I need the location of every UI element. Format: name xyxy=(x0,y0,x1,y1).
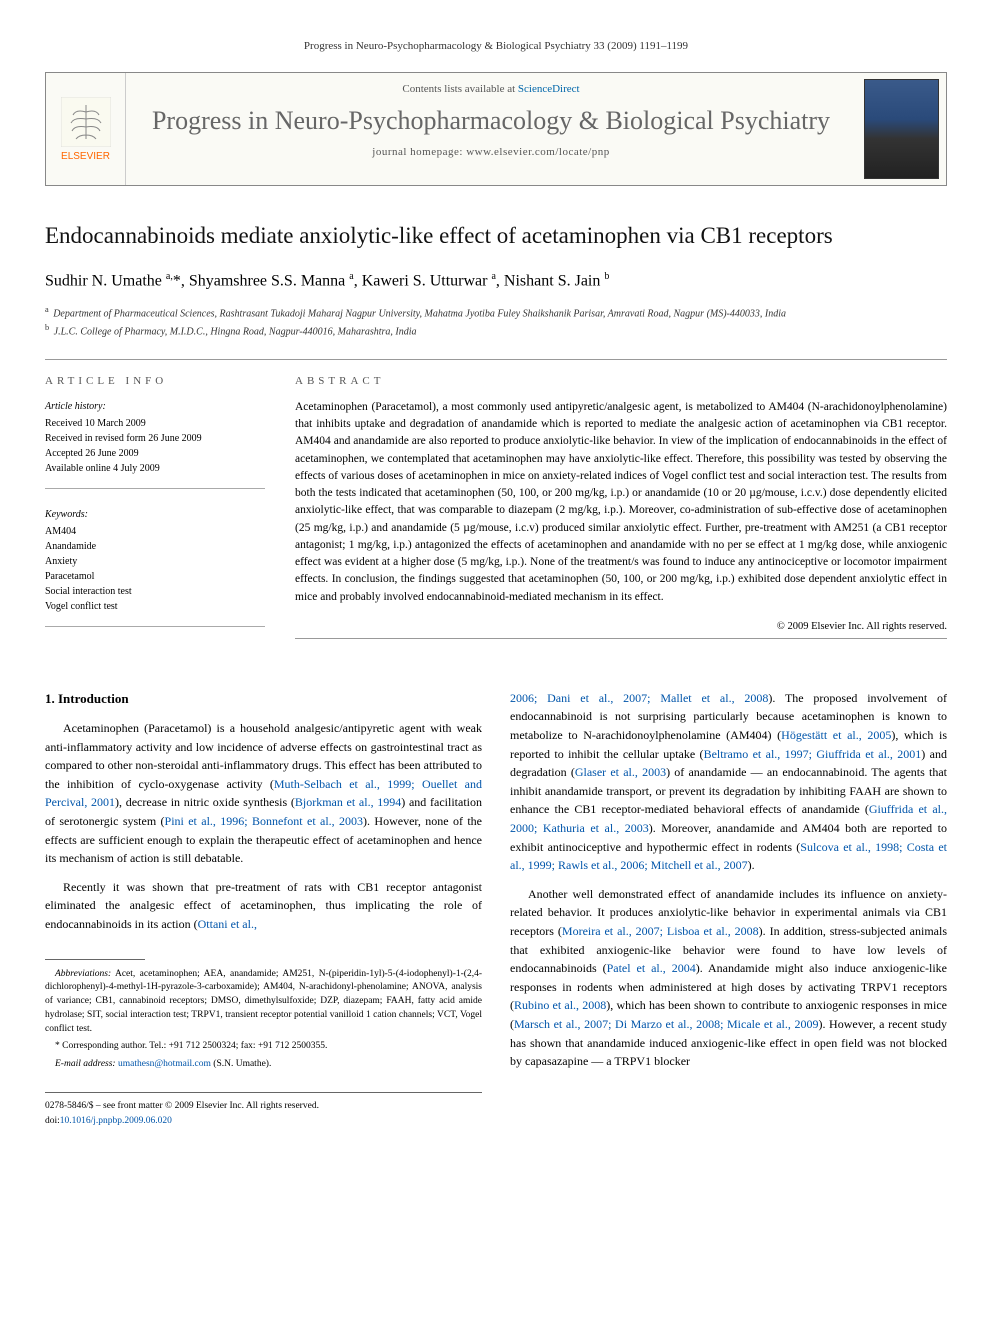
journal-title: Progress in Neuro-Psychopharmacology & B… xyxy=(146,105,836,136)
history-title: Article history: xyxy=(45,399,265,414)
email-footnote: E-mail address: umathesn@hotmail.com (S.… xyxy=(45,1058,482,1072)
intro-heading: 1. Introduction xyxy=(45,689,482,709)
sciencedirect-link[interactable]: ScienceDirect xyxy=(518,83,580,95)
elsevier-tree-icon xyxy=(61,97,111,147)
banner-center: Contents lists available at ScienceDirec… xyxy=(126,73,856,185)
abstract-label: ABSTRACT xyxy=(295,375,947,387)
body-paragraph: Another well demonstrated effect of anan… xyxy=(510,885,947,1071)
affil-text-a: Department of Pharmaceutical Sciences, R… xyxy=(53,309,786,320)
right-column: 2006; Dani et al., 2007; Mallet et al., … xyxy=(510,689,947,1128)
abstract-copyright: © 2009 Elsevier Inc. All rights reserved… xyxy=(295,621,947,632)
journal-banner: ELSEVIER Contents lists available at Sci… xyxy=(45,72,947,186)
homepage-label: journal homepage: xyxy=(372,146,466,158)
article-history-block: Article history: Received 10 March 2009 … xyxy=(45,399,265,489)
affil-sup-a: a xyxy=(45,305,49,314)
abstract-text: Acetaminophen (Paracetamol), a most comm… xyxy=(295,399,947,606)
left-column: 1. Introduction Acetaminophen (Paracetam… xyxy=(45,689,482,1128)
history-line: Available online 4 July 2009 xyxy=(45,461,265,476)
abstract-column: ABSTRACT Acetaminophen (Paracetamol), a … xyxy=(295,375,947,654)
affiliation-a: a Department of Pharmaceutical Sciences,… xyxy=(45,304,947,321)
body-paragraph: Acetaminophen (Paracetamol) is a househo… xyxy=(45,719,482,868)
history-line: Received 10 March 2009 xyxy=(45,416,265,431)
corr-label: * Corresponding author. xyxy=(55,1041,147,1051)
body-paragraph: Recently it was shown that pre-treatment… xyxy=(45,878,482,934)
doi-label: doi: xyxy=(45,1116,60,1126)
article-info-column: ARTICLE INFO Article history: Received 1… xyxy=(45,375,265,654)
contents-available-line: Contents lists available at ScienceDirec… xyxy=(146,83,836,95)
homepage-url: www.elsevier.com/locate/pnp xyxy=(466,146,610,158)
running-header: Progress in Neuro-Psychopharmacology & B… xyxy=(45,40,947,52)
corresponding-author-footnote: * Corresponding author. Tel.: +91 712 25… xyxy=(45,1040,482,1054)
elsevier-label: ELSEVIER xyxy=(61,151,110,162)
email-suffix: (S.N. Umathe). xyxy=(211,1059,271,1069)
email-label: E-mail address: xyxy=(55,1059,118,1069)
bottom-line: 0278-5846/$ – see front matter © 2009 El… xyxy=(45,1092,482,1128)
abbrev-label: Abbreviations: xyxy=(55,969,111,979)
footnotes: Abbreviations: Acet, acetaminophen; AEA,… xyxy=(45,968,482,1072)
footnote-divider xyxy=(45,959,145,960)
keyword: Vogel conflict test xyxy=(45,599,265,614)
affil-sup-b: b xyxy=(45,323,49,332)
abbreviations-footnote: Abbreviations: Acet, acetaminophen; AEA,… xyxy=(45,968,482,1037)
history-line: Received in revised form 26 June 2009 xyxy=(45,431,265,446)
divider xyxy=(45,359,947,360)
keyword: Anandamide xyxy=(45,539,265,554)
corr-tel: Tel.: +91 712 2500324; fax: +91 712 2500… xyxy=(147,1041,327,1051)
body-two-column: 1. Introduction Acetaminophen (Paracetam… xyxy=(45,689,947,1128)
affiliation-b: b J.L.C. College of Pharmacy, M.I.D.C., … xyxy=(45,322,947,339)
author-list: Sudhir N. Umathe a,*, Shyamshree S.S. Ma… xyxy=(45,271,947,290)
keyword: Anxiety xyxy=(45,554,265,569)
keywords-block: Keywords: AM404 Anandamide Anxiety Parac… xyxy=(45,507,265,627)
journal-homepage-line: journal homepage: www.elsevier.com/locat… xyxy=(146,146,836,158)
body-paragraph: 2006; Dani et al., 2007; Mallet et al., … xyxy=(510,689,947,875)
publisher-logo-box: ELSEVIER xyxy=(46,73,126,185)
doi-link[interactable]: 10.1016/j.pnpbp.2009.06.020 xyxy=(60,1116,172,1126)
keyword: AM404 xyxy=(45,524,265,539)
divider xyxy=(295,638,947,639)
email-link[interactable]: umathesn@hotmail.com xyxy=(118,1059,211,1069)
cover-thumbnail-box xyxy=(856,73,946,185)
affiliations: a Department of Pharmaceutical Sciences,… xyxy=(45,304,947,339)
article-title: Endocannabinoids mediate anxiolytic-like… xyxy=(45,221,947,251)
keyword: Social interaction test xyxy=(45,584,265,599)
article-info-label: ARTICLE INFO xyxy=(45,375,265,387)
keyword: Paracetamol xyxy=(45,569,265,584)
contents-prefix: Contents lists available at xyxy=(402,83,517,95)
affil-text-b: J.L.C. College of Pharmacy, M.I.D.C., Hi… xyxy=(54,326,417,337)
history-line: Accepted 26 June 2009 xyxy=(45,446,265,461)
keywords-title: Keywords: xyxy=(45,507,265,522)
abbrev-text: Acet, acetaminophen; AEA, anandamide; AM… xyxy=(45,969,482,1034)
journal-cover-icon xyxy=(864,79,939,179)
front-matter-line: 0278-5846/$ – see front matter © 2009 El… xyxy=(45,1099,319,1114)
